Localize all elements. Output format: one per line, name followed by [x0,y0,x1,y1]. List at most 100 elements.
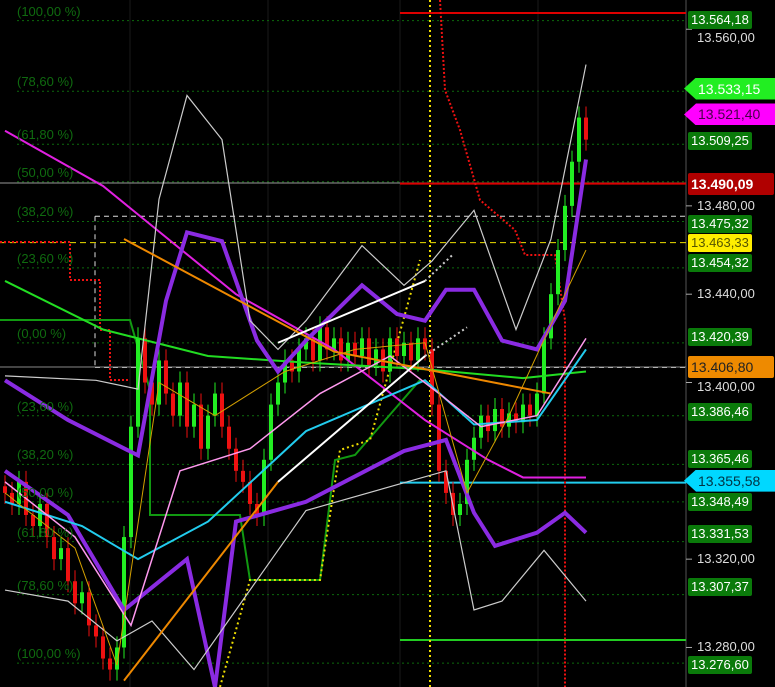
fib-level-label: (100,00 %) [17,646,81,662]
candle-body [241,470,245,482]
candle-body [178,382,182,416]
candle-body [101,636,105,659]
axis-tick-label: 13.320,00 [697,551,755,567]
candle-body [458,503,462,515]
trendline [123,481,279,682]
indicator-line [3,159,588,459]
indicator-line [4,470,587,671]
candle-body [248,481,252,504]
trendline-extension [424,253,454,282]
indicator-line [4,249,587,666]
candle-body [150,382,154,405]
candle-body [465,459,469,504]
candle-body [45,503,49,538]
candle-body [311,338,315,361]
candle-body [199,404,203,449]
candle-body [115,647,119,670]
axis-tick-label: 13.480,00 [697,197,755,213]
indicator-line [4,129,586,479]
candle-body [206,415,210,449]
price-tag: 13.406,80 [688,356,774,379]
price-tag: 13.348,49 [688,492,752,511]
candle-body [360,338,364,357]
price-tag: 13.475,32 [688,214,752,233]
candle-body [472,437,476,460]
fib-level-label: (38,20 %) [17,447,74,463]
axis-tick-label: 13.560,00 [697,30,755,45]
candle-body [514,413,518,423]
candle-body [234,448,238,471]
candle-body [584,117,588,140]
candle-body [122,537,126,648]
candle-body [38,503,42,527]
candle-body [129,426,133,538]
candle-body [437,404,441,471]
candle-body [402,342,406,357]
candle-body [563,205,567,251]
candle-body [535,393,539,416]
indicator-line [3,437,588,687]
candle-body [304,338,308,350]
fib-level-label: (100,00 %) [17,3,81,19]
candle-body [213,393,217,416]
trendline [277,355,426,483]
price-tag: 13.365,46 [688,449,752,468]
candle-body [542,338,546,394]
candle-body [73,581,77,604]
candle-body [3,486,7,493]
indicator-line [4,337,587,628]
fib-level-label: (61,80 %) [17,127,74,143]
candle-body [493,409,497,432]
candle-body [570,161,574,206]
candle-body [220,393,224,427]
indicator-line [4,348,587,561]
candle-body [297,349,301,372]
candle-body [416,338,420,361]
candle-body [367,338,371,365]
candle-body [409,342,413,361]
fib-level-label: (78,60 %) [17,577,74,593]
candle-body [556,250,560,295]
candle-body [136,338,140,427]
yellow-stop-line [219,259,421,687]
candle-body [521,404,525,423]
fib-level-label: (50,00 %) [17,164,74,180]
price-tag: 13.355,58 [684,469,775,492]
candle-body [164,360,168,394]
trendline-extension [424,326,468,357]
indicator-line [4,280,587,380]
fib-level-label: (23,60 %) [17,398,74,414]
candle-body [80,592,84,604]
candle-body [59,548,63,560]
fib-level-label: (23,60 %) [17,250,74,266]
red-stop-line [0,241,130,381]
trendline [277,280,426,344]
candle-body [66,548,70,582]
fib-level-label: (50,00 %) [17,484,74,500]
candle-body [577,117,581,162]
price-tag: 13.490,09 [688,172,774,195]
price-tag: 13.276,60 [688,656,752,675]
candle-body [388,338,392,372]
candle-body [374,349,378,365]
price-tag: 13.331,53 [688,524,752,543]
price-tag: 13.564,18 [688,11,752,29]
candle-body [143,338,147,383]
axis-tick-label: 13.280,00 [697,639,755,655]
red-stop-line [439,0,566,687]
candle-body [528,404,532,416]
price-tag: 13.463,33 [688,233,752,252]
candle-body [444,470,448,493]
candle-body [262,459,266,515]
price-tag: 13.509,25 [688,132,752,151]
candle-body [192,404,196,427]
price-tag: 13.454,32 [688,253,752,272]
candle-body [549,294,553,339]
candle-body [290,360,294,372]
price-tag: 13.420,39 [688,328,752,347]
candle-body [52,537,56,560]
axis-tick-label: 13.400,00 [697,379,755,395]
fib-level-label: (61,80 %) [17,524,74,540]
